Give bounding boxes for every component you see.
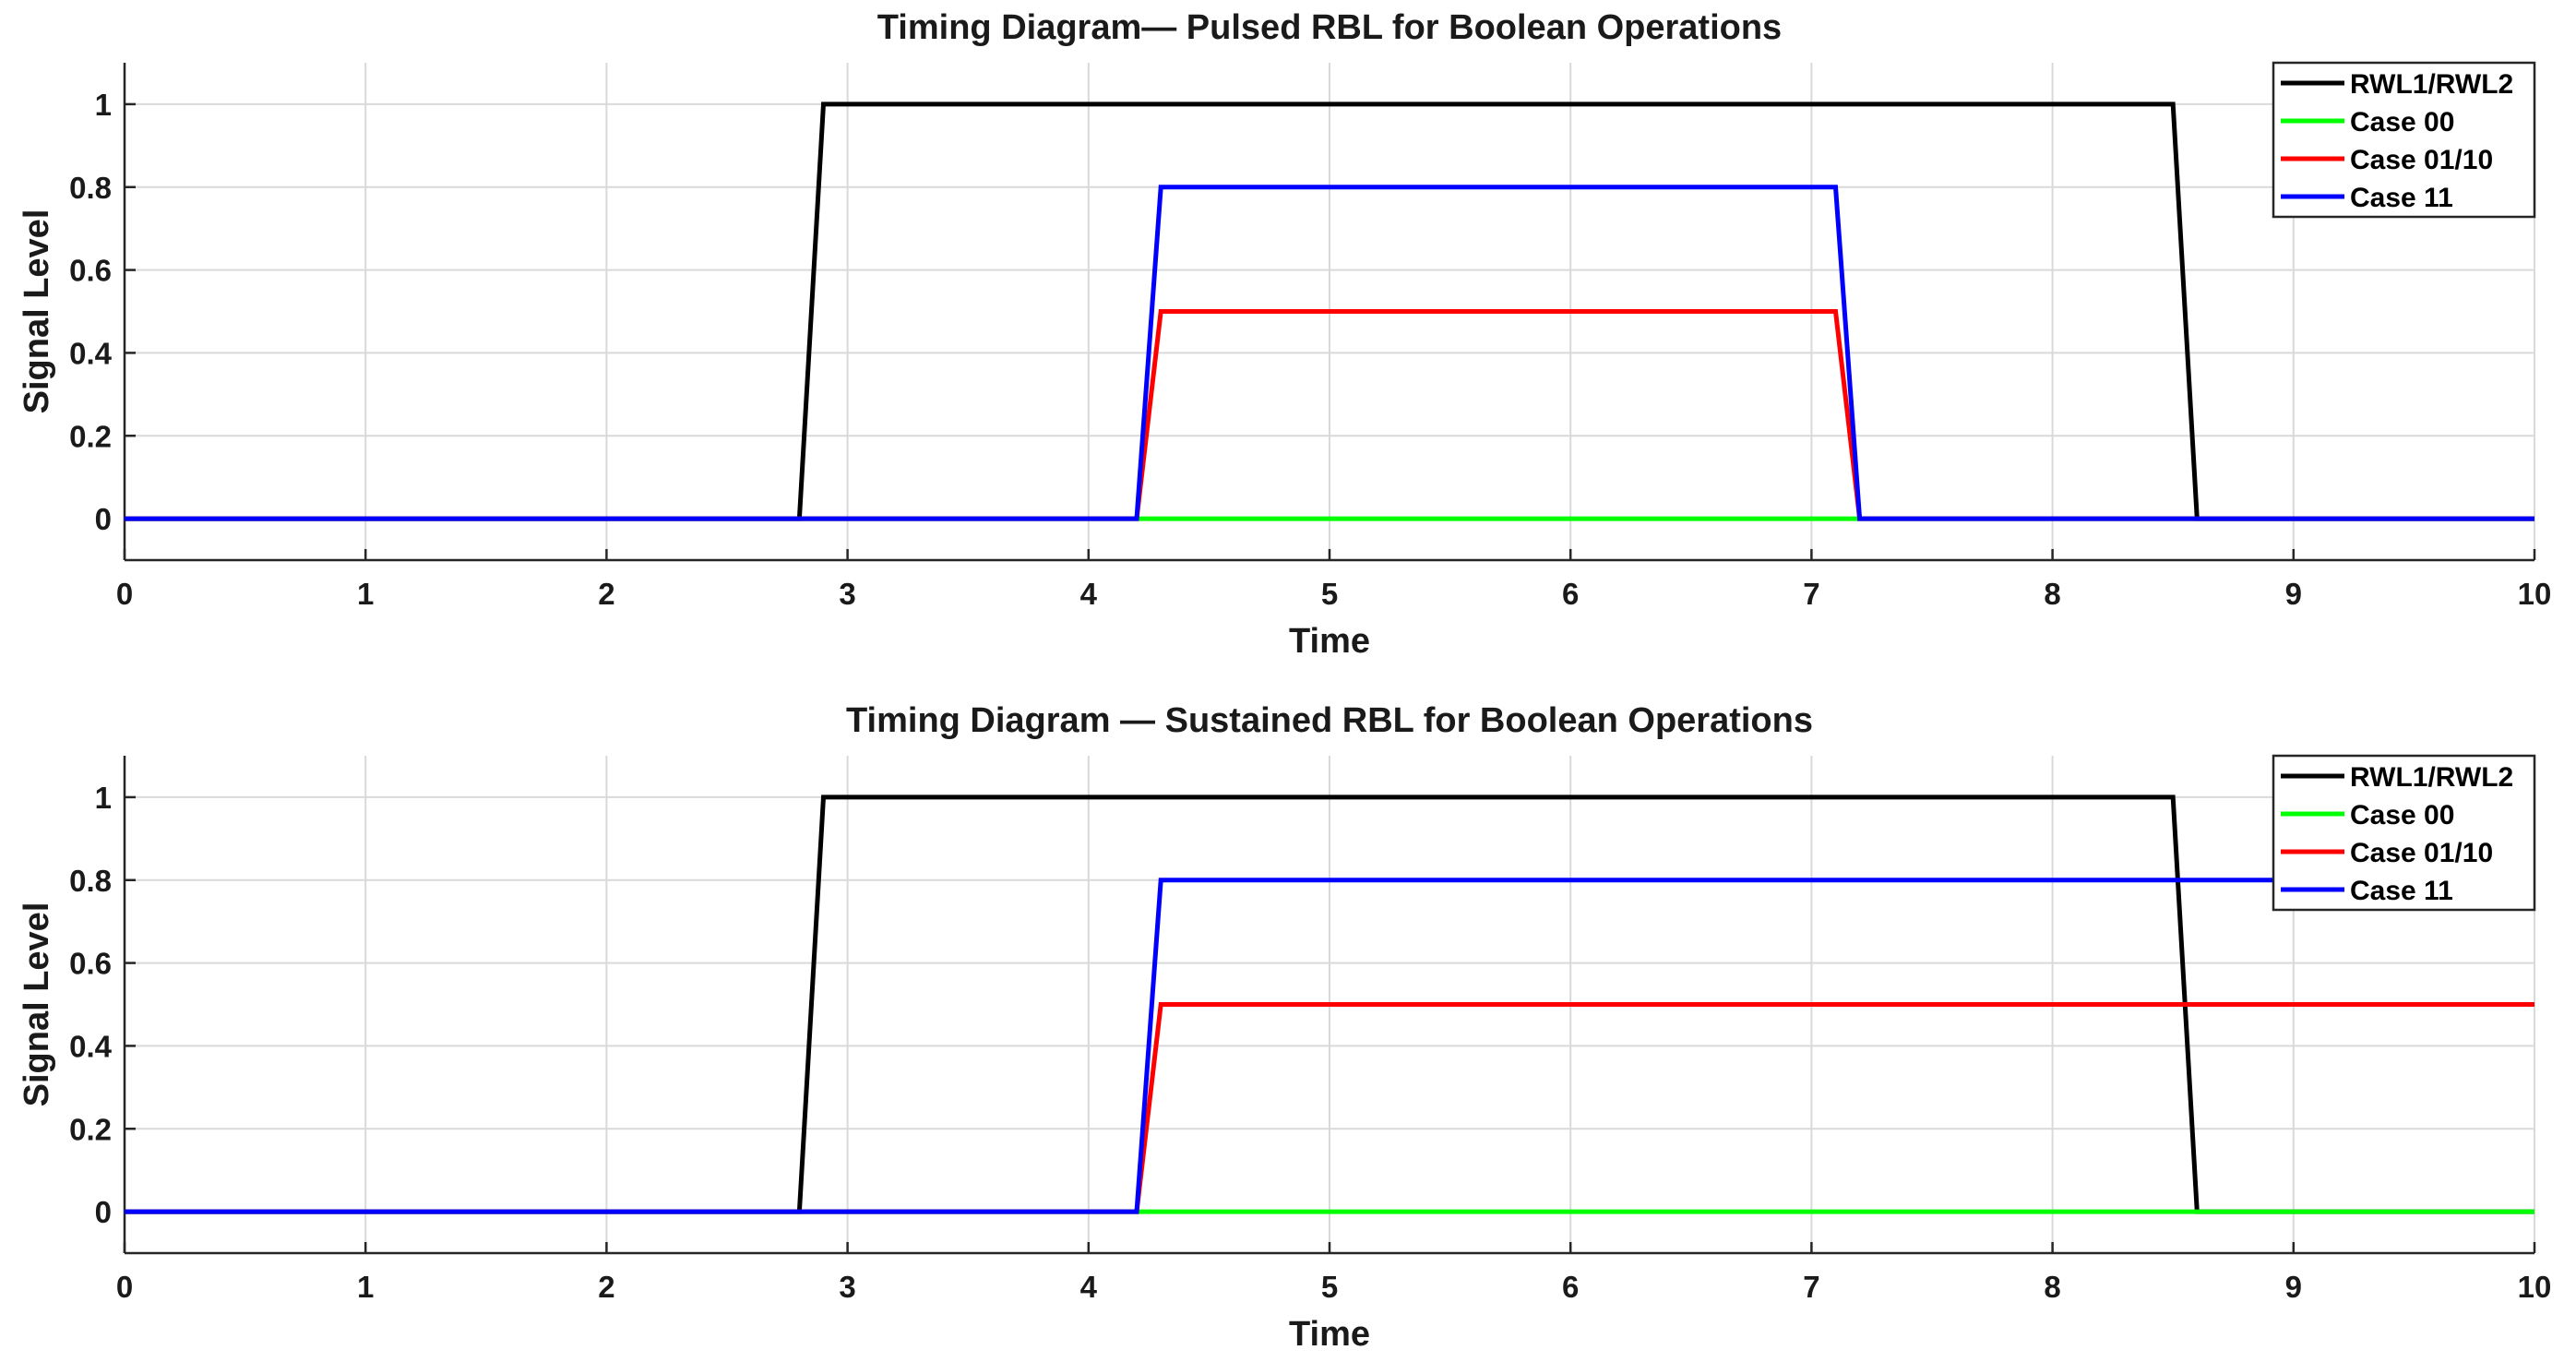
x-tick-label: 3 <box>839 1270 855 1304</box>
legend-entry-label: Case 01/10 <box>2350 145 2493 175</box>
y-tick-label: 1 <box>95 88 112 122</box>
y-tick-label: 0.4 <box>69 1029 113 1063</box>
x-tick-label: 1 <box>357 1270 374 1304</box>
y-tick-label: 0.4 <box>69 336 113 370</box>
x-tick-label: 9 <box>2285 577 2302 611</box>
x-tick-label: 10 <box>2518 1270 2552 1304</box>
y-axis-label: Signal Level <box>18 209 56 414</box>
series-line-case-11 <box>125 185 2534 521</box>
y-tick-label: 0.6 <box>69 947 112 981</box>
y-tick-label: 0.2 <box>69 1112 112 1146</box>
x-tick-label: 0 <box>116 1270 133 1304</box>
legend-entry-label: Case 00 <box>2350 800 2454 830</box>
x-axis-label: Time <box>1289 622 1370 661</box>
x-tick-label: 8 <box>2044 577 2060 611</box>
chart-title: Timing Diagram — Sustained RBL for Boole… <box>846 701 1813 740</box>
series-line-case-11 <box>125 878 2534 1214</box>
y-tick-label: 0 <box>95 502 112 536</box>
legend: RWL1/RWL2 Case 00 Case 01/10 Case 11 <box>2272 61 2536 219</box>
x-axis-label: Time <box>1289 1315 1370 1354</box>
x-tick-label: 4 <box>1080 577 1098 611</box>
x-tick-label: 9 <box>2285 1270 2302 1304</box>
x-tick-label: 2 <box>598 577 614 611</box>
chart-panel-1: 0 1 2 3 4 5 6 7 8 9 10 0 0.2 0.4 0.6 0.8 1 Timing Diagram… <box>18 8 2551 661</box>
x-tick-label: 2 <box>598 1270 614 1304</box>
legend-box <box>2272 754 2536 912</box>
y-tick-label: 1 <box>95 781 112 815</box>
legend-entry-label: RWL1/RWL2 <box>2350 762 2513 793</box>
y-axis-label: Signal Level <box>18 902 56 1107</box>
x-tick-label: 6 <box>1562 1270 1579 1304</box>
x-tick-label: 1 <box>357 577 374 611</box>
x-tick-label: 3 <box>839 577 855 611</box>
legend: RWL1/RWL2 Case 00 Case 01/10 Case 11 <box>2272 754 2536 912</box>
legend-entry-label: Case 00 <box>2350 107 2454 137</box>
x-tick-label: 8 <box>2044 1270 2060 1304</box>
y-tick-label: 0.6 <box>69 254 112 288</box>
x-tick-label: 7 <box>1803 1270 1819 1304</box>
y-tick-label: 0.8 <box>69 171 112 205</box>
x-tick-label: 4 <box>1080 1270 1098 1304</box>
x-tick-label: 5 <box>1321 1270 1338 1304</box>
x-tick-label: 5 <box>1321 577 1338 611</box>
x-tick-label: 0 <box>116 577 133 611</box>
y-tick-label: 0 <box>95 1195 112 1229</box>
legend-entry-label: Case 11 <box>2350 183 2453 213</box>
chart-title: Timing Diagram— Pulsed RBL for Boolean O… <box>877 8 1782 47</box>
x-tick-label: 10 <box>2518 577 2552 611</box>
legend-entry-label: Case 01/10 <box>2350 838 2493 868</box>
legend-entry-label: RWL1/RWL2 <box>2350 69 2513 100</box>
x-tick-label: 7 <box>1803 577 1819 611</box>
y-tick-label: 0.2 <box>69 419 112 453</box>
y-tick-label: 0.8 <box>69 864 112 898</box>
legend-entry-label: Case 11 <box>2350 876 2453 906</box>
legend-box <box>2272 61 2536 219</box>
chart-panel-2: 0 1 2 3 4 5 6 7 8 9 10 0 0.2 0.4 0.6 0.8 1 Timing Diagram… <box>18 701 2551 1354</box>
x-tick-label: 6 <box>1562 577 1579 611</box>
